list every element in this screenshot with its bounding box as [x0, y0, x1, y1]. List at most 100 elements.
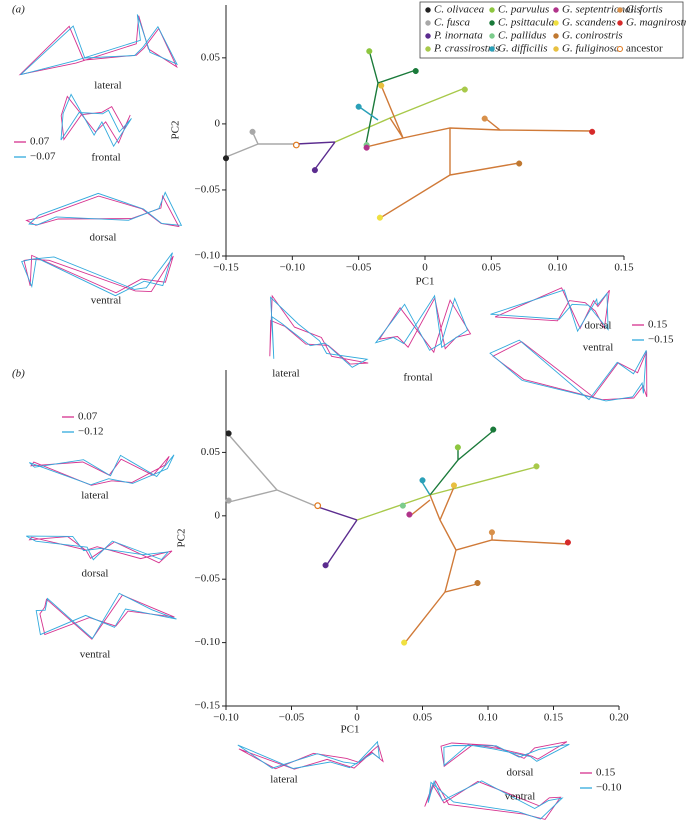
legend-box	[419, 1, 684, 59]
y-tick-label: −0.05	[195, 573, 221, 585]
shape-view-label: dorsal	[507, 767, 534, 779]
data-point	[366, 48, 373, 55]
legend-label: C. psittacula	[498, 17, 555, 29]
y-tick-label: 0	[215, 117, 221, 129]
shape-wireframe	[489, 339, 647, 402]
legend-label: C. pallidus	[498, 30, 546, 42]
data-point	[401, 639, 408, 646]
data-point	[222, 155, 230, 162]
legend-marker	[617, 7, 623, 13]
legend-label: C. olivacea	[434, 4, 485, 16]
shape-wireframe	[238, 744, 384, 770]
data-point	[450, 482, 457, 489]
legend-label: G. scandens	[562, 17, 616, 29]
legend-marker	[489, 7, 495, 13]
data-point	[292, 141, 300, 149]
shape-view-label: lateral	[272, 368, 299, 380]
shape-key-label: 0.07	[30, 136, 50, 148]
x-tick-label: 0.20	[609, 712, 629, 724]
x-tick-label: −0.10	[213, 712, 239, 724]
legend-marker	[425, 46, 431, 52]
y-tick-label: −0.10	[195, 250, 221, 262]
shape-wireframe	[443, 743, 570, 767]
legend-label: ancestor	[626, 43, 663, 55]
shape-wireframe	[494, 287, 610, 330]
x-tick-label: −0.10	[280, 262, 306, 274]
panel-label: (a)	[12, 4, 25, 16]
shape-wireframe	[378, 296, 472, 354]
data-point	[363, 144, 370, 151]
data-point	[474, 579, 481, 587]
data-point	[225, 430, 232, 437]
shape-view-label: dorsal	[82, 568, 109, 580]
legend-label: P. inornata	[433, 30, 483, 42]
y-tick-label: −0.05	[195, 183, 221, 195]
shape-wireframe	[490, 289, 609, 333]
legend-marker	[425, 7, 431, 13]
shape-view-label: frontal	[403, 372, 432, 384]
x-tick-label: 0.15	[544, 712, 564, 724]
y-tick-label: −0.15	[195, 700, 221, 712]
shape-wireframe	[374, 294, 469, 351]
x-axis-label: PC1	[341, 724, 360, 736]
x-tick-label: 0.15	[614, 262, 634, 274]
data-point	[490, 426, 497, 433]
data-point	[412, 68, 419, 75]
shape-wireframe	[39, 594, 175, 640]
y-axis-label: PC2	[176, 529, 188, 548]
shape-wireframe	[60, 93, 132, 148]
data-point	[419, 477, 426, 484]
tree-branches-a	[225, 49, 593, 219]
panel-label: (b)	[12, 368, 25, 380]
shape-wireframe	[237, 740, 380, 769]
legend-marker	[617, 20, 623, 26]
shape-wireframe	[21, 252, 173, 297]
legend-label: G. difficilis	[498, 43, 548, 55]
x-tick-label: 0	[422, 262, 428, 274]
data-point	[399, 502, 406, 509]
legend-marker	[616, 45, 624, 53]
legend-marker	[425, 33, 431, 39]
data-point	[311, 167, 318, 174]
shape-key-label: 0.07	[78, 411, 98, 423]
legend-label: C. parvulus	[498, 4, 549, 16]
legend-marker	[489, 46, 495, 52]
shape-view-label: ventral	[80, 649, 111, 661]
data-point	[516, 160, 523, 167]
legend-label: G. fortis	[626, 4, 663, 16]
shape-key-label: 0.15	[648, 319, 668, 331]
data-point	[314, 502, 322, 510]
shape-wireframe	[29, 454, 175, 486]
legend-label: G. conirostris	[562, 30, 623, 42]
shape-view-label: frontal	[91, 152, 120, 164]
x-tick-label: −0.15	[213, 262, 239, 274]
shape-wireframe	[20, 14, 178, 76]
data-point	[249, 128, 256, 135]
legend-marker	[489, 20, 495, 26]
data-point	[378, 82, 385, 89]
legend-marker	[553, 20, 559, 26]
shape-wireframe	[427, 779, 564, 820]
y-tick-label: 0.05	[201, 446, 221, 458]
shape-wireframe	[26, 535, 170, 561]
data-point	[533, 463, 540, 470]
data-point	[376, 214, 383, 221]
x-tick-label: 0.05	[482, 262, 502, 274]
shape-wireframe	[28, 191, 183, 226]
shape-view-label: ventral	[583, 342, 614, 354]
legend-label: G. fuliginosa	[562, 43, 620, 55]
shape-view-label: lateral	[270, 774, 297, 786]
legend-marker	[489, 33, 495, 39]
legend-marker	[553, 46, 559, 52]
shape-view-label: lateral	[81, 490, 108, 502]
data-point	[225, 497, 232, 504]
data-point	[461, 86, 468, 93]
shape-view-label: ventral	[505, 791, 536, 803]
y-tick-label: −0.10	[195, 636, 221, 648]
legend-label: G. magnirostris	[626, 17, 686, 29]
shape-key-label: −0.07	[30, 151, 56, 163]
shape-wireframe	[23, 254, 174, 294]
shape-key-label: −0.10	[596, 782, 622, 794]
shape-view-label: ventral	[91, 295, 122, 307]
data-point	[564, 539, 571, 546]
